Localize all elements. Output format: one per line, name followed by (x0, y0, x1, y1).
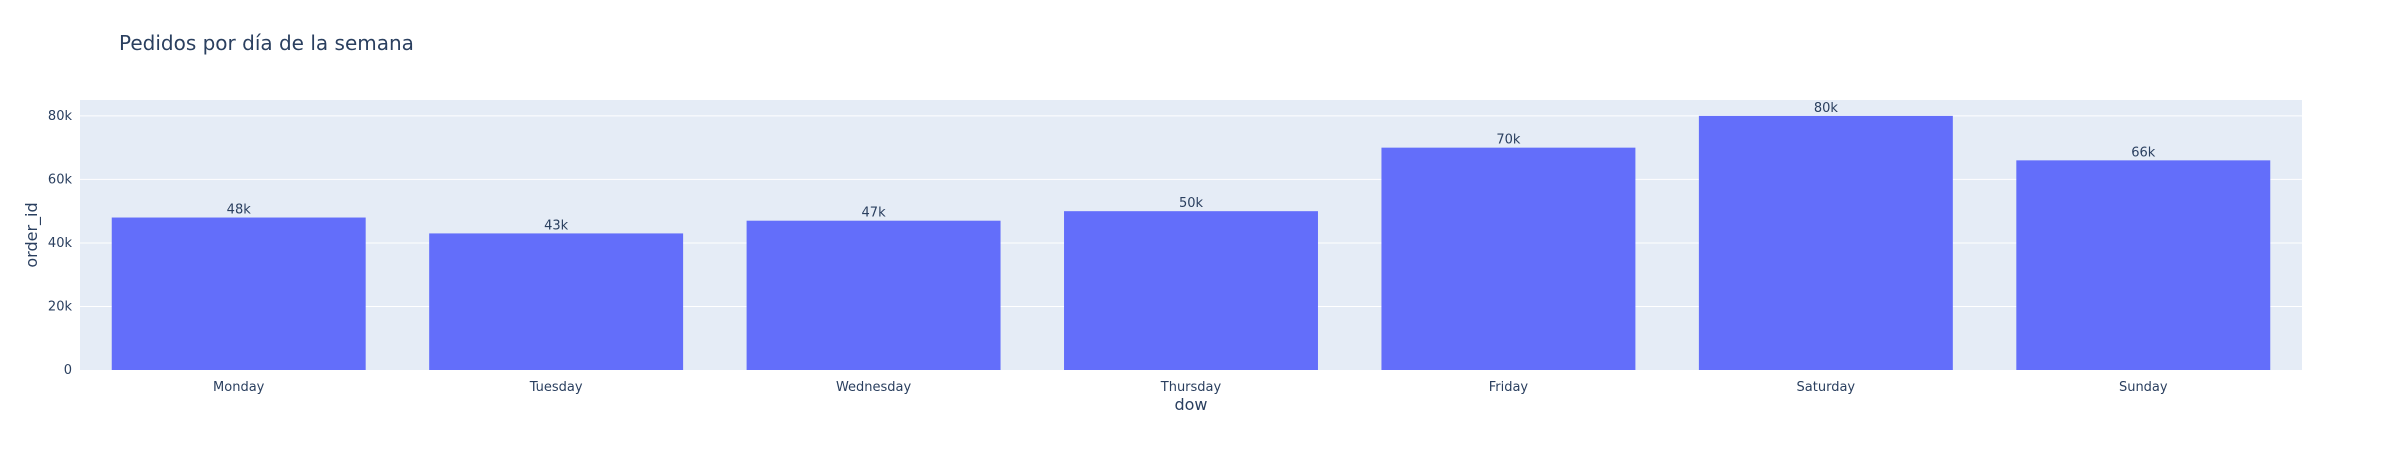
x-tick-label: Wednesday (836, 380, 912, 395)
bar-wednesday (746, 220, 1001, 370)
y-tick-label: 60k (48, 172, 73, 187)
x-axis-ticks: Monday Tuesday Wednesday Thursday Friday Satu… (213, 380, 2168, 395)
y-axis-ticks: 0 20k 40k 60k 80k (48, 109, 73, 378)
bar-value-label: 48k (227, 203, 252, 218)
x-tick-label: Saturday (1797, 380, 1856, 395)
bar-thursday (1064, 211, 1318, 370)
y-tick-label: 80k (48, 109, 73, 124)
bar-tuesday (429, 233, 684, 370)
bars (111, 115, 2271, 370)
x-tick-label: Monday (213, 380, 265, 395)
x-tick-label: Thursday (1160, 380, 1222, 395)
chart-title: Pedidos por día de la semana (119, 31, 414, 55)
y-tick-label: 20k (48, 299, 73, 314)
y-tick-label: 0 (64, 363, 72, 378)
bar-value-label: 70k (1496, 133, 1521, 148)
bar-value-label: 50k (1179, 196, 1204, 211)
bar-labels: 48k 43k 47k 50k 70k 80k 66k (227, 101, 2156, 234)
y-tick-label: 40k (48, 236, 73, 251)
y-axis-title: order_id (22, 202, 42, 267)
bar-friday (1381, 147, 1636, 370)
bar-value-label: 66k (2131, 145, 2156, 160)
x-axis-title: dow (1174, 395, 1207, 414)
bar-sunday (2016, 160, 2271, 370)
bar-monday (111, 217, 366, 370)
x-tick-label: Tuesday (529, 380, 583, 395)
bar-saturday (1698, 115, 1953, 370)
bar-value-label: 43k (544, 218, 569, 233)
bar-value-label: 47k (862, 206, 887, 221)
bar-value-label: 80k (1814, 101, 1839, 116)
x-tick-label: Sunday (2119, 380, 2168, 395)
x-tick-label: Friday (1489, 380, 1529, 395)
